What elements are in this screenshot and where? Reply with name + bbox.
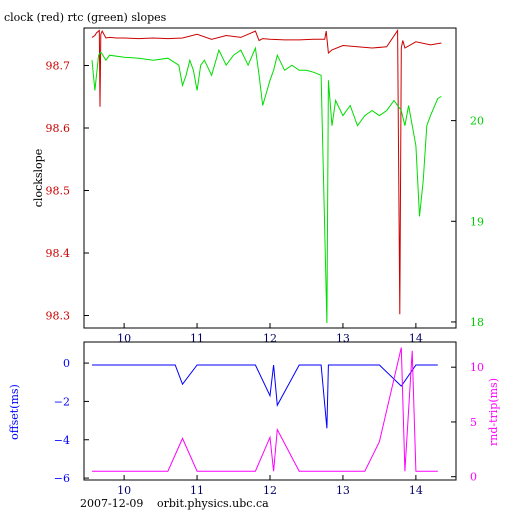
- top-left-ylabel: clockslope: [32, 149, 45, 207]
- footer-host: orbit.physics.ubc.ca: [157, 497, 269, 510]
- series-line-clock: [91, 28, 442, 315]
- footer-date: 2007-12-09: [80, 497, 143, 510]
- series-line-offset: [92, 364, 438, 429]
- left-y-tick-label: 98.5: [46, 185, 71, 198]
- right-y-tick-label: 20: [470, 115, 484, 128]
- bottom-left-ylabel: offset(ms): [8, 384, 21, 440]
- x-tick-label: 11: [190, 484, 204, 497]
- left-y-tick-label: 98.4: [46, 247, 71, 260]
- left-y-tick-label: −4: [54, 434, 70, 447]
- series-line-rtc: [91, 46, 442, 324]
- left-y-tick-label: 98.6: [46, 122, 71, 135]
- right-y-tick-label: 10: [470, 361, 484, 374]
- x-tick-label: 14: [409, 484, 423, 497]
- bottom-series-group: [92, 347, 438, 472]
- x-tick-label: 14: [409, 332, 423, 345]
- left-y-tick-label: −6: [54, 472, 70, 485]
- chart-title: clock (red) rtc (green) slopes: [4, 11, 167, 24]
- bottom-right-ylabel: rnd-trip(ms): [487, 378, 500, 446]
- left-y-tick-label: 0: [63, 357, 70, 370]
- left-y-tick-label: −2: [54, 395, 70, 408]
- x-tick-label: 13: [336, 332, 350, 345]
- series-line-rnd-trip: [92, 347, 438, 472]
- x-tick-label: 12: [263, 332, 277, 345]
- left-y-tick-label: 98.3: [46, 310, 71, 323]
- x-tick-label: 12: [263, 484, 277, 497]
- right-y-tick-label: 0: [470, 471, 477, 484]
- x-tick-label: 10: [117, 332, 131, 345]
- x-tick-label: 13: [336, 484, 350, 497]
- top-series-group: [91, 28, 442, 324]
- left-y-tick-label: 98.7: [46, 60, 71, 73]
- right-y-tick-label: 19: [470, 215, 484, 228]
- x-tick-label: 10: [117, 484, 131, 497]
- bottom-plot-frame: [83, 341, 457, 481]
- bottom-right-y-axis: 0 5 10: [451, 361, 484, 484]
- right-y-tick-label: 5: [470, 416, 477, 429]
- bottom-left-y-axis: 0 −2 −4 −6: [54, 357, 89, 485]
- top-left-y-axis: 98.3 98.4 98.5 98.6 98.7: [46, 60, 89, 323]
- x-tick-label: 11: [190, 332, 204, 345]
- right-y-tick-label: 18: [470, 316, 484, 329]
- top-right-y-axis: 18 19 20: [451, 115, 484, 329]
- bottom-x-axis: 10 11 12 13 14: [117, 475, 423, 497]
